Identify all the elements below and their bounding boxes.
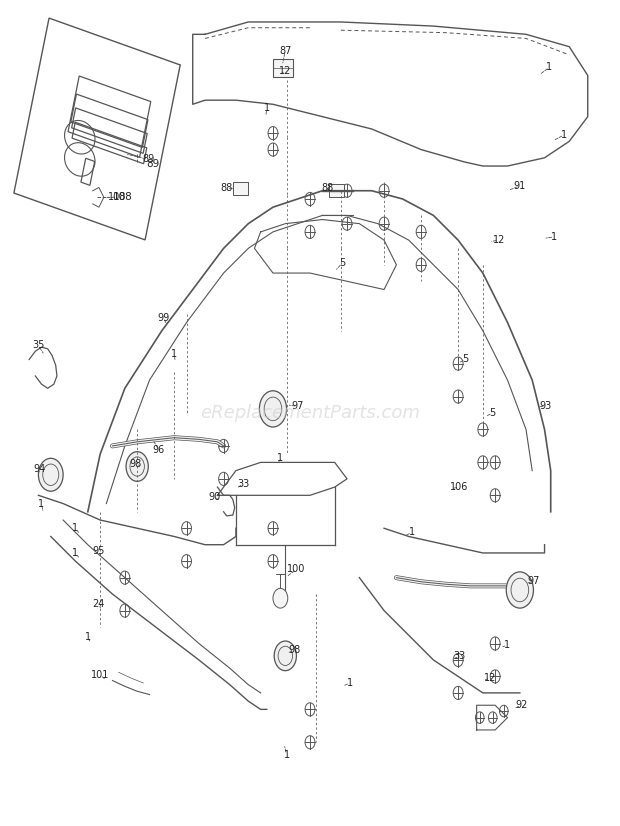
- Text: 33: 33: [453, 651, 466, 661]
- Text: 1: 1: [171, 349, 177, 358]
- Bar: [81, 159, 95, 185]
- Text: 1: 1: [85, 632, 91, 642]
- Text: 101: 101: [91, 670, 109, 680]
- Circle shape: [274, 641, 296, 671]
- Text: 24: 24: [93, 599, 105, 609]
- Circle shape: [38, 458, 63, 491]
- Text: 92: 92: [515, 700, 527, 710]
- Text: 93: 93: [539, 401, 552, 411]
- Bar: [329, 184, 344, 197]
- Text: 5: 5: [339, 259, 345, 268]
- Text: 98: 98: [130, 459, 142, 469]
- Text: 5: 5: [463, 354, 469, 364]
- Text: 1: 1: [73, 523, 79, 534]
- Bar: [71, 94, 148, 148]
- Text: 106: 106: [450, 482, 469, 492]
- Text: 89: 89: [146, 159, 160, 169]
- Text: 95: 95: [93, 546, 105, 556]
- Text: 1: 1: [505, 640, 511, 650]
- Text: 108: 108: [108, 192, 126, 202]
- Text: 1: 1: [277, 453, 283, 463]
- Text: 99: 99: [157, 312, 169, 322]
- Text: 89: 89: [142, 154, 154, 164]
- Text: 91: 91: [514, 181, 526, 191]
- Text: 12: 12: [493, 235, 505, 245]
- Circle shape: [507, 572, 533, 608]
- Bar: [72, 122, 147, 164]
- Text: 88: 88: [321, 183, 334, 193]
- Text: 35: 35: [32, 340, 45, 350]
- Text: 100: 100: [287, 564, 306, 574]
- Text: 1: 1: [551, 232, 557, 242]
- Text: 97: 97: [527, 576, 539, 586]
- Text: 1: 1: [38, 499, 45, 509]
- Text: eReplacementParts.com: eReplacementParts.com: [200, 404, 420, 422]
- Text: 96: 96: [153, 445, 165, 455]
- Text: 1: 1: [347, 678, 353, 688]
- Text: 1: 1: [561, 130, 567, 140]
- Text: 98: 98: [288, 645, 301, 655]
- Bar: [68, 76, 151, 157]
- Text: 87: 87: [279, 45, 291, 56]
- Circle shape: [273, 588, 288, 608]
- Bar: [233, 182, 248, 195]
- Text: 5: 5: [490, 408, 496, 418]
- Text: 12: 12: [484, 673, 497, 683]
- Text: 108: 108: [112, 192, 132, 202]
- Text: 97: 97: [291, 401, 304, 411]
- Bar: [273, 59, 293, 77]
- Text: 90: 90: [208, 492, 221, 502]
- Text: 1: 1: [283, 750, 290, 760]
- Text: 1: 1: [409, 527, 415, 538]
- Bar: [72, 108, 147, 154]
- Circle shape: [126, 452, 148, 482]
- Text: 88: 88: [221, 183, 232, 193]
- Text: 1: 1: [264, 103, 270, 113]
- Text: 94: 94: [33, 464, 46, 474]
- Circle shape: [259, 391, 286, 427]
- Bar: [14, 18, 180, 240]
- Text: 1: 1: [546, 62, 552, 72]
- Text: 33: 33: [237, 479, 249, 489]
- Text: 1: 1: [73, 548, 79, 558]
- Text: 12: 12: [279, 65, 291, 75]
